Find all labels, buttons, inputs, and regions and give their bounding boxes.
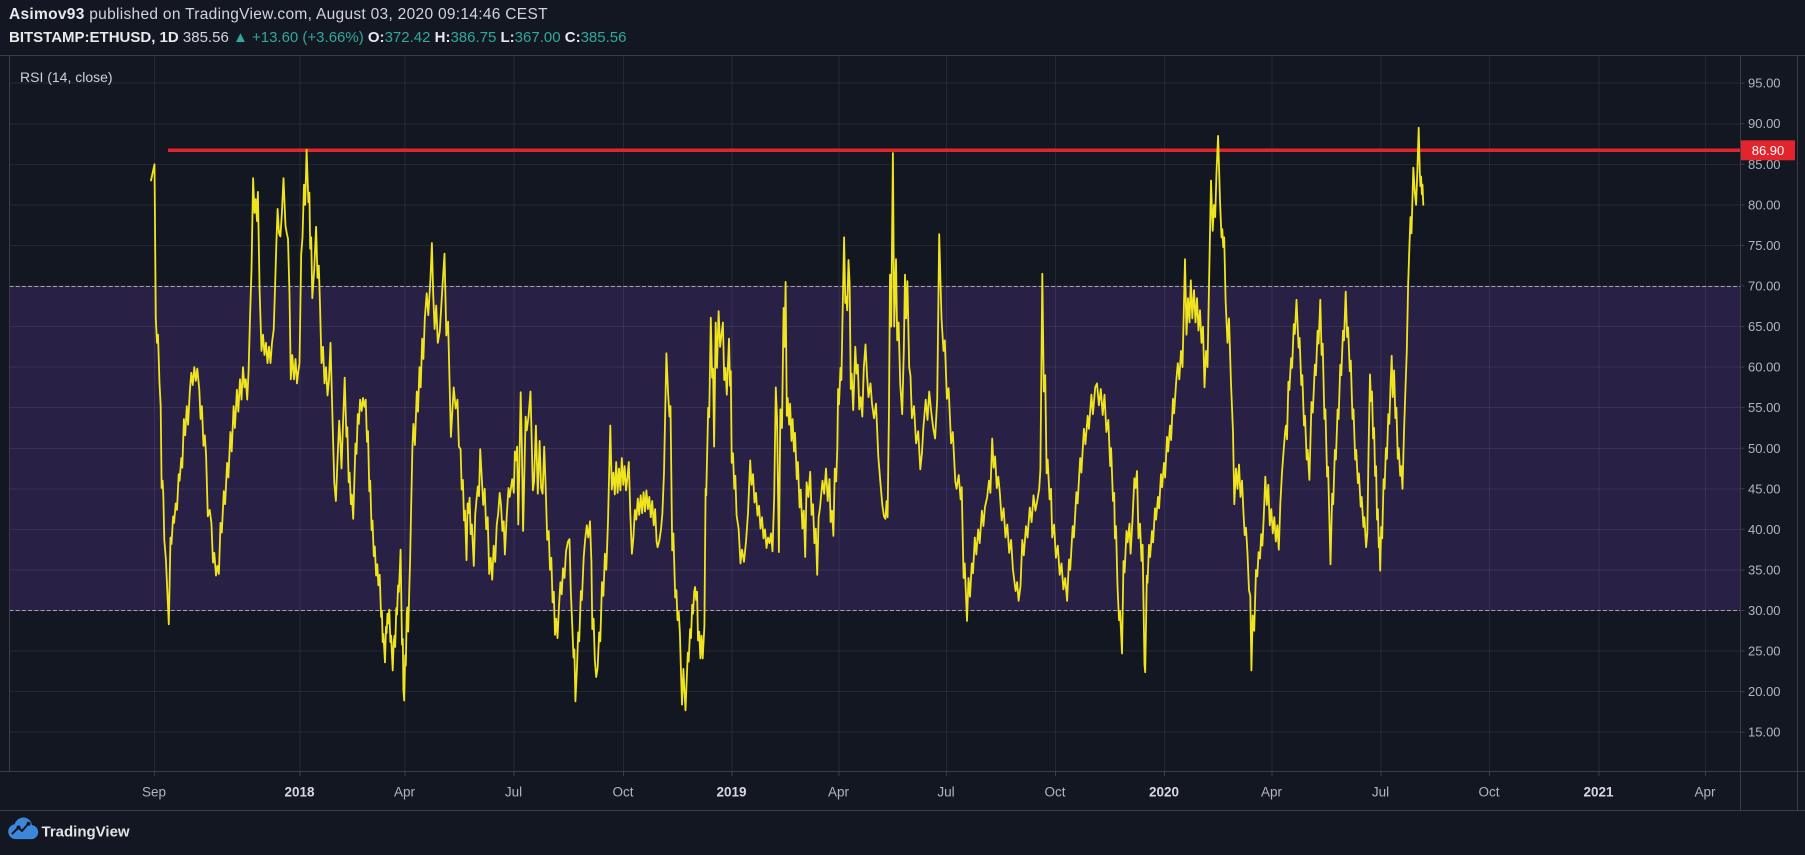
- svg-text:25.00: 25.00: [1748, 644, 1781, 659]
- svg-text:55.00: 55.00: [1748, 400, 1781, 415]
- svg-text:2021: 2021: [1583, 785, 1614, 800]
- svg-text:86.90: 86.90: [1752, 143, 1785, 158]
- svg-text:40.00: 40.00: [1748, 522, 1781, 537]
- svg-text:45.00: 45.00: [1748, 481, 1781, 496]
- svg-text:80.00: 80.00: [1748, 197, 1781, 212]
- svg-text:90.00: 90.00: [1748, 116, 1781, 131]
- svg-text:15.00: 15.00: [1748, 725, 1781, 740]
- svg-text:65.00: 65.00: [1748, 319, 1781, 334]
- svg-text:Oct: Oct: [1044, 785, 1065, 800]
- svg-text:Apr: Apr: [828, 785, 850, 800]
- svg-text:TradingView: TradingView: [42, 824, 130, 841]
- svg-text:85.00: 85.00: [1748, 157, 1781, 172]
- svg-text:Apr: Apr: [1694, 785, 1716, 800]
- svg-text:RSI (14, close): RSI (14, close): [20, 69, 113, 85]
- svg-text:95.00: 95.00: [1748, 76, 1781, 91]
- svg-text:Apr: Apr: [1261, 785, 1283, 800]
- svg-text:70.00: 70.00: [1748, 279, 1781, 294]
- svg-text:Jul: Jul: [505, 785, 522, 800]
- svg-text:Jul: Jul: [937, 785, 954, 800]
- svg-text:2019: 2019: [716, 785, 746, 800]
- svg-text:50.00: 50.00: [1748, 441, 1781, 456]
- svg-text:Apr: Apr: [394, 785, 416, 800]
- svg-text:2020: 2020: [1149, 785, 1179, 800]
- svg-text:20.00: 20.00: [1748, 684, 1781, 699]
- svg-text:2018: 2018: [284, 785, 315, 800]
- svg-text:Sep: Sep: [142, 785, 166, 800]
- svg-text:Oct: Oct: [1478, 785, 1499, 800]
- svg-text:75.00: 75.00: [1748, 238, 1781, 253]
- svg-text:Jul: Jul: [1372, 785, 1389, 800]
- svg-text:30.00: 30.00: [1748, 603, 1781, 618]
- svg-text:Oct: Oct: [612, 785, 633, 800]
- svg-text:60.00: 60.00: [1748, 360, 1781, 375]
- svg-text:35.00: 35.00: [1748, 562, 1781, 577]
